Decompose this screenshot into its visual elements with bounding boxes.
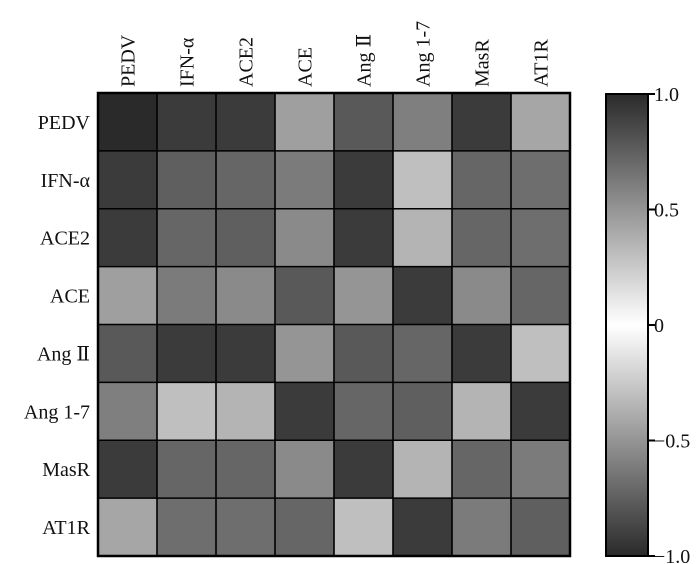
colorbar-tick-label: −0.5 [654,431,690,453]
heatmap-cell-6-7 [452,382,511,441]
heatmap-frame [96,91,572,558]
colorbar-ticks: 1.0 0.5 0 −0.5 −1.0 [648,84,690,564]
column-label: MasR [472,39,494,87]
heatmap-cell-2-2 [157,150,216,209]
heatmap-cell-4-3 [216,266,275,325]
heatmap-cell-4-1 [98,266,157,325]
heatmap-cell-6-3 [216,382,275,441]
row-label: IFN-α [41,170,91,192]
heatmap-cell-7-7 [452,440,511,499]
heatmap-cells [98,93,570,556]
heatmap-cell-8-2 [157,498,216,556]
heatmap-cell-6-1 [98,382,157,441]
heatmap-cell-6-2 [157,382,216,441]
heatmap-cell-2-5 [334,150,393,209]
heatmap-cell-3-1 [98,208,157,267]
heatmap-cell-4-8 [511,266,570,325]
heatmap-cell-3-6 [393,208,452,267]
heatmap-cell-8-5 [334,498,393,556]
heatmap-cell-4-2 [157,266,216,325]
column-label: AT1R [531,39,553,87]
heatmap-cell-5-7 [452,324,511,383]
heatmap-cell-1-3 [216,93,275,151]
heatmap-cell-5-4 [275,324,334,383]
heatmap-cell-6-4 [275,382,334,441]
heatmap-cell-4-5 [334,266,393,325]
heatmap-cell-5-6 [393,324,452,383]
heatmap-cell-5-1 [98,324,157,383]
row-label: PEDV [38,112,91,134]
heatmap-cell-1-7 [452,93,511,151]
heatmap-cell-8-3 [216,498,275,556]
column-label: Ang Ⅱ [354,34,376,87]
heatmap-cell-3-2 [157,208,216,267]
heatmap-cell-7-2 [157,440,216,499]
heatmap-cell-3-4 [275,208,334,267]
heatmap-cell-4-7 [452,266,511,325]
heatmap-cell-1-8 [511,93,570,151]
heatmap-cell-2-4 [275,150,334,209]
row-labels: PEDV IFN-α ACE2 ACE Ang Ⅱ Ang 1-7 MasR AT1R [24,112,91,539]
heatmap-cell-6-5 [334,382,393,441]
heatmap-cell-1-4 [275,93,334,151]
heatmap-cell-4-6 [393,266,452,325]
colorbar-tick-label: −1.0 [654,546,690,564]
column-label: ACE [295,47,317,87]
column-label: PEDV [118,34,140,87]
heatmap-cell-5-8 [511,324,570,383]
heatmap-cell-5-3 [216,324,275,383]
row-label: ACE2 [40,228,90,250]
heatmap-cell-1-6 [393,93,452,151]
heatmap-cell-7-5 [334,440,393,499]
heatmap-gridlines [98,93,570,556]
row-label: Ang Ⅱ [37,343,90,365]
heatmap-cell-8-4 [275,498,334,556]
heatmap-cell-3-5 [334,208,393,267]
row-label: Ang 1-7 [24,401,90,423]
heatmap-cell-8-7 [452,498,511,556]
heatmap-cell-2-8 [511,150,570,209]
heatmap-cell-6-6 [393,382,452,441]
heatmap-cell-6-8 [511,382,570,441]
column-label: Ang 1-7 [413,21,435,87]
row-label: ACE [50,286,90,308]
colorbar-tick-label: 1.0 [654,84,679,106]
colorbar [605,93,649,557]
heatmap-cell-5-2 [157,324,216,383]
column-label: IFN-α [177,37,199,87]
heatmap-cell-7-8 [511,440,570,499]
colorbar-tick-label: 0.5 [654,200,679,222]
heatmap-cell-2-3 [216,150,275,209]
heatmap-cell-2-1 [98,150,157,209]
heatmap-cell-8-8 [511,498,570,556]
heatmap-cell-3-7 [452,208,511,267]
heatmap-cell-8-6 [393,498,452,556]
heatmap-cell-7-1 [98,440,157,499]
heatmap-cell-1-1 [98,93,157,151]
heatmap-cell-7-4 [275,440,334,499]
heatmap-cell-3-8 [511,208,570,267]
heatmap-cell-7-3 [216,440,275,499]
column-label: ACE2 [236,37,258,87]
row-label: AT1R [42,517,90,539]
column-labels: PEDV IFN-α ACE2 ACE Ang Ⅱ Ang 1-7 MasR AT1R [118,21,553,87]
heatmap-cell-1-2 [157,93,216,151]
heatmap-cell-1-5 [334,93,393,151]
heatmap-cell-7-6 [393,440,452,499]
colorbar-tick-label: 0 [654,315,664,337]
heatmap-cell-8-1 [98,498,157,556]
heatmap-cell-4-4 [275,266,334,325]
row-label: MasR [42,459,90,481]
heatmap-cell-3-3 [216,208,275,267]
heatmap-cell-5-5 [334,324,393,383]
heatmap-cell-2-6 [393,150,452,209]
heatmap-cell-2-7 [452,150,511,209]
